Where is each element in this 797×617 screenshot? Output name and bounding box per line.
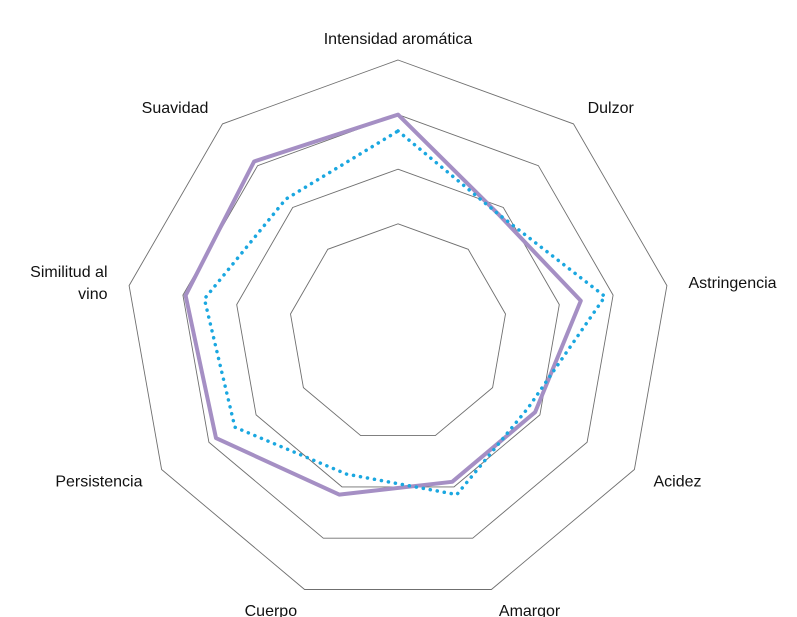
grid-ring-2 [236, 168, 560, 488]
series-line-1 [183, 112, 583, 497]
axis-label-7: Persistencia [55, 474, 142, 491]
axis-label-6: Cuerpo [245, 603, 298, 617]
radar-series [183, 112, 607, 497]
axis-label-2: Dulzor [588, 100, 635, 117]
series-line-2 [202, 129, 607, 497]
axis-label-line: Amargor [499, 603, 561, 617]
axis-label-9: Suavidad [142, 100, 209, 117]
axis-label-line: Similitud al [30, 264, 107, 281]
axis-label-line: Dulzor [588, 100, 635, 117]
axis-label-8: Similitud al vino [30, 264, 107, 303]
radar-grid [128, 59, 668, 590]
axis-label-3: Astringencia [689, 275, 777, 292]
axis-label-line: Cuerpo [245, 603, 298, 617]
axis-label-1: Intensidad aromática [324, 31, 473, 48]
grid-ring-4 [128, 59, 668, 590]
axis-labels: Intensidad aromática Dulzor Astringencia Ac… [30, 31, 777, 617]
axis-label-4: Acidez [654, 474, 702, 491]
axis-label-line: Acidez [654, 474, 702, 491]
axis-label-line: Astringencia [689, 275, 777, 292]
axis-label-line: vino [78, 286, 107, 303]
axis-label-5: Amargor [499, 603, 561, 617]
axis-label-line: Intensidad aromática [324, 31, 473, 48]
grid-ring-1 [290, 223, 506, 437]
axis-label-line: Suavidad [142, 100, 209, 117]
axis-label-line: Persistencia [55, 474, 142, 491]
